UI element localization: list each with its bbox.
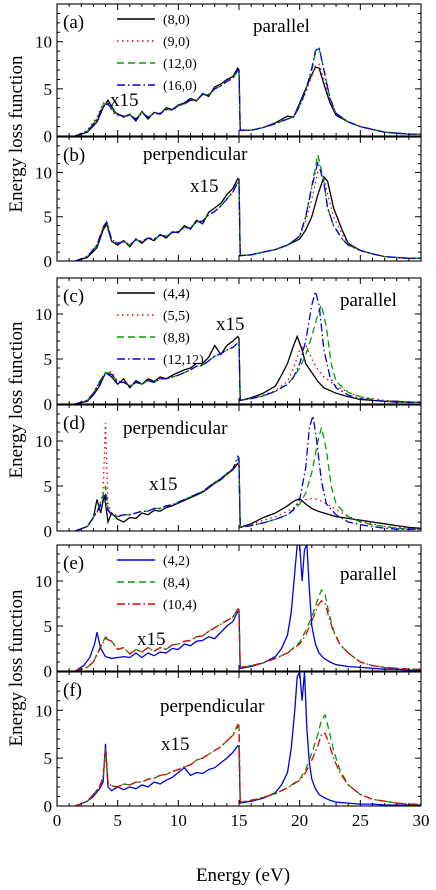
y-tick-label-f: 10	[35, 701, 52, 720]
legend-label: (4,2)	[163, 554, 190, 569]
legend-label: (10,4)	[163, 598, 197, 613]
y-tick-label-d: 10	[35, 432, 52, 451]
series-line-c-2	[75, 302, 421, 404]
y-tick-label-c: 0	[44, 395, 53, 414]
series-line-b-0	[75, 175, 421, 261]
x-tick-label: 10	[170, 811, 187, 830]
series-line-c-0	[75, 334, 421, 404]
legend-label: (8,0)	[163, 13, 190, 28]
series-line-f-2	[74, 723, 421, 806]
panel-label-e: (e)	[63, 553, 84, 574]
series-line-b-2	[74, 154, 421, 261]
series-line-c-1	[75, 341, 421, 404]
orientation-label-a: parallel	[253, 16, 310, 37]
series-line-e-2	[75, 599, 421, 671]
ylabel-middle: Energy loss function	[6, 321, 27, 478]
panel-f: 0 5 10 0 5 10 15 20 25 30 (f) perpendicular x15	[35, 671, 430, 830]
panels: 0 5 10 (a) parallel x15 (8,0) (9,0) (12,0) (16,0)…	[35, 3, 430, 830]
panel-b: 0 5 10 (b) perpendicular x15	[35, 136, 422, 271]
panel-label-f: (f)	[63, 680, 82, 701]
panel-a: 0 5 10 (a) parallel x15 (8,0) (9,0) (12,0) (16,0)	[35, 3, 422, 146]
x-tick-label: 30	[413, 811, 430, 830]
legend-label: (16,0)	[163, 79, 197, 94]
series-line-e-0	[74, 545, 421, 671]
ylabel-top: Energy loss function	[6, 55, 27, 212]
scale-annotation-c: x15	[216, 314, 245, 335]
orientation-label-b: perpendicular	[143, 144, 248, 165]
orientation-label-c: parallel	[340, 290, 397, 311]
x-tick-label: 15	[231, 811, 248, 830]
y-tick-label-b: 0	[44, 252, 53, 271]
legend-label: (8,4)	[163, 576, 190, 591]
y-tick-label-b: 5	[44, 208, 53, 227]
series-line-b-1	[74, 171, 421, 261]
series-line-d-2	[74, 427, 421, 531]
legend-label: (5,5)	[163, 309, 190, 324]
y-tick-label-e: 0	[44, 662, 53, 681]
scale-annotation-b: x15	[190, 176, 219, 197]
y-tick-label-a: 10	[35, 33, 52, 52]
series-line-e-1	[75, 588, 421, 671]
panel-e: 0 5 10 (e) parallel x15 (4,2) (8,4) (10,4)	[35, 544, 422, 681]
panel-label-c: (c)	[63, 286, 84, 307]
series-line-f-1	[74, 713, 421, 806]
scale-annotation-e: x15	[137, 629, 166, 650]
scale-annotation-f: x15	[161, 734, 190, 755]
legend-label: (9,0)	[163, 35, 190, 50]
y-tick-label-c: 5	[44, 350, 53, 369]
legend-a: (8,0) (9,0) (12,0) (16,0)	[117, 13, 197, 94]
series-line-a-3	[74, 46, 421, 136]
y-tick-label-a: 0	[44, 127, 53, 146]
y-tick-label-e: 5	[44, 617, 53, 636]
y-tick-label-d: 0	[44, 522, 53, 541]
panel-c: 0 5 10 (c) parallel x15 (4,4) (5,5) (8,8) (12,12)	[35, 277, 422, 414]
legend-label: (12,12)	[163, 353, 204, 368]
orientation-label-f: perpendicular	[160, 696, 265, 717]
legend-e: (4,2) (8,4) (10,4)	[117, 554, 197, 613]
y-tick-label-a: 5	[44, 80, 53, 99]
series-line-a-0	[75, 66, 421, 136]
series-line-d-0	[74, 462, 421, 531]
panel-label-d: (d)	[63, 413, 85, 434]
orientation-label-d: perpendicular	[123, 418, 228, 439]
x-tick-label: 25	[352, 811, 369, 830]
x-tick-label: 20	[291, 811, 308, 830]
series-line-b-3	[74, 159, 421, 261]
panel-label-a: (a)	[63, 12, 84, 33]
y-tick-label-d: 5	[44, 477, 53, 496]
y-tick-label-e: 10	[35, 572, 52, 591]
ylabel-bottom: Energy loss function	[6, 589, 27, 746]
xlabel: Energy (eV)	[196, 865, 290, 886]
series-line-f-0	[74, 672, 421, 806]
series-line-d-3	[74, 415, 421, 531]
legend-label: (8,8)	[163, 331, 190, 346]
legend-c: (4,4) (5,5) (8,8) (12,12)	[117, 287, 204, 368]
x-tick-label: 5	[113, 811, 122, 830]
scale-annotation-a: x15	[110, 90, 139, 111]
y-tick-label-b: 10	[35, 163, 52, 182]
legend-label: (12,0)	[163, 57, 197, 72]
panel-label-b: (b)	[63, 145, 85, 166]
y-tick-label-f: 5	[44, 749, 53, 768]
legend-label: (4,4)	[163, 287, 190, 302]
y-tick-label-f: 0	[44, 797, 53, 816]
x-tick-label: 0	[53, 811, 62, 830]
series-line-c-3	[75, 289, 421, 404]
y-tick-label-c: 10	[35, 305, 52, 324]
scale-annotation-d: x15	[149, 474, 178, 495]
panel-d: 0 5 10 (d) perpendicular x15	[35, 404, 422, 541]
orientation-label-e: parallel	[340, 564, 397, 585]
